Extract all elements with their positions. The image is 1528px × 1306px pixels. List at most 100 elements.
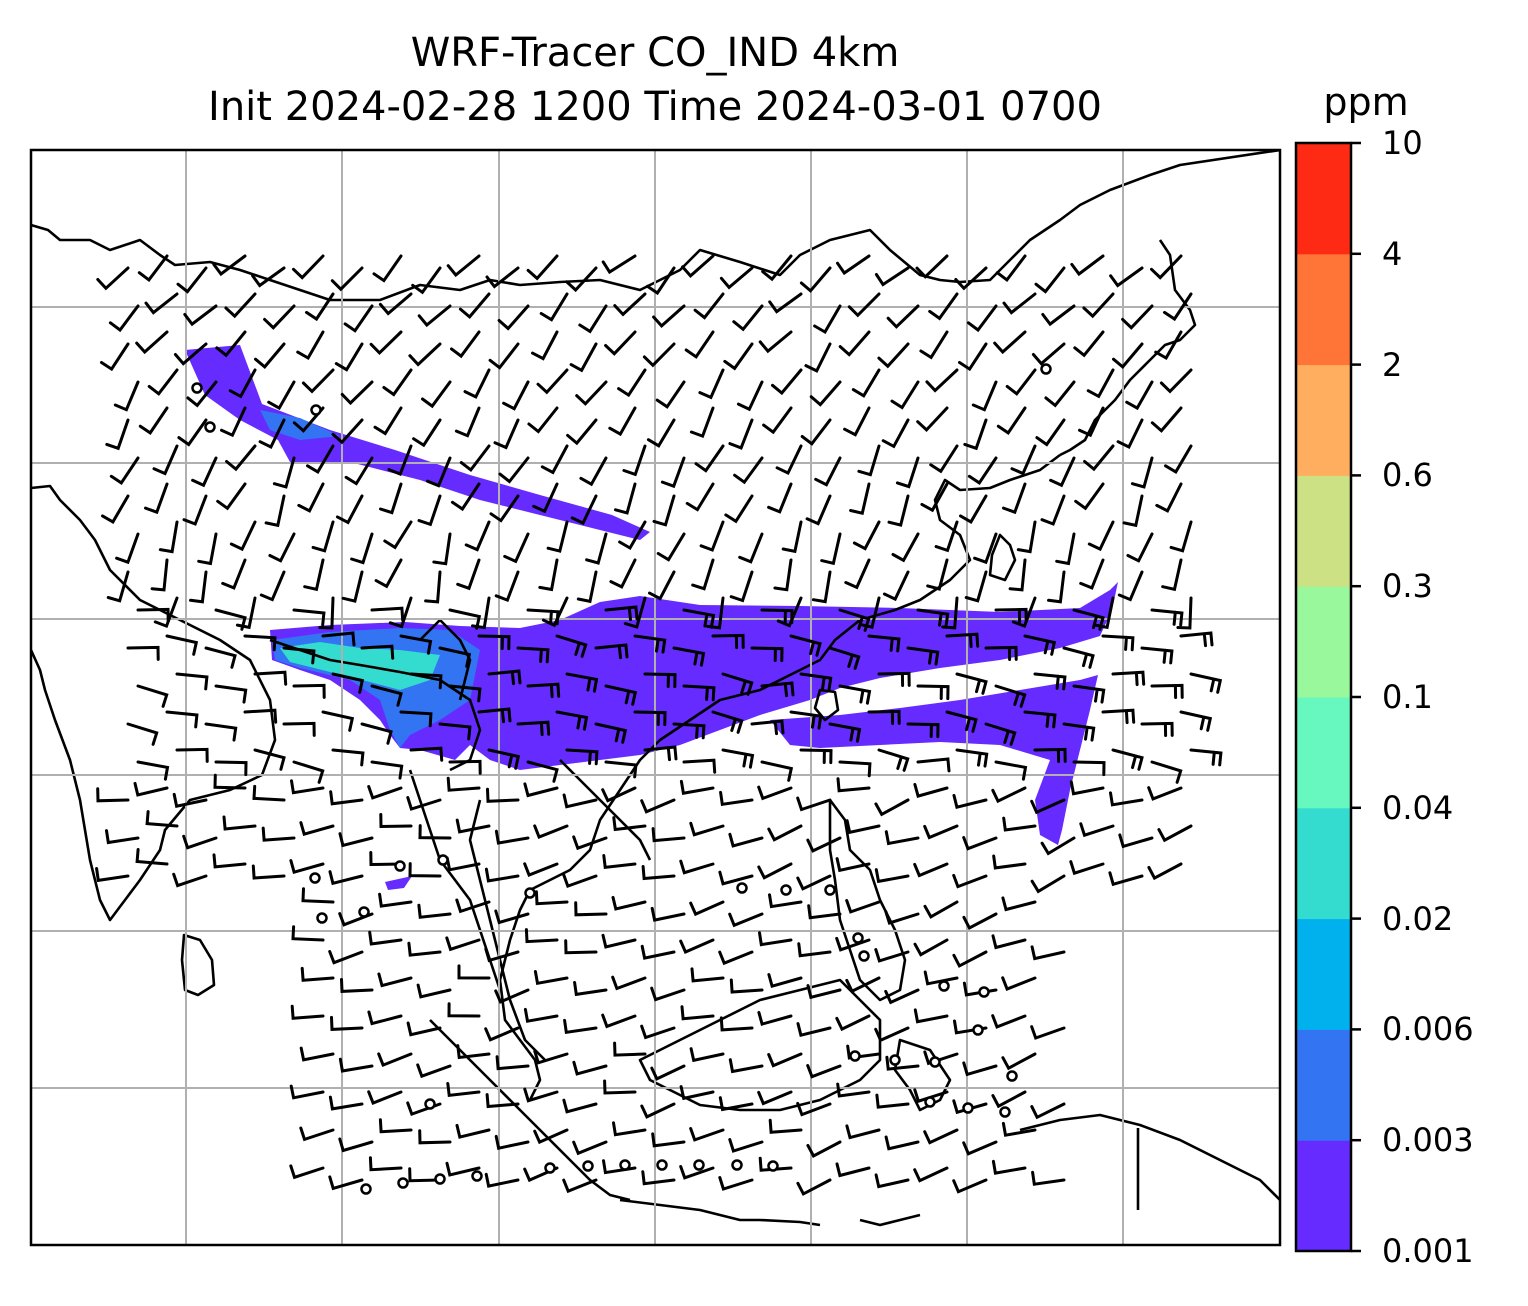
wind-barb	[617, 368, 647, 398]
wind-barb	[251, 266, 286, 288]
wind-calm-circle	[656, 1159, 668, 1171]
border-inland-3	[419, 618, 472, 701]
wind-barb	[144, 292, 179, 315]
wind-barb	[182, 494, 208, 526]
wind-barb	[789, 710, 823, 730]
wind-barb	[486, 787, 520, 803]
wind-barb	[881, 418, 910, 449]
wind-barb	[224, 292, 257, 319]
wind-barb	[811, 570, 832, 604]
wind-barb	[1116, 418, 1144, 450]
wind-barb	[100, 342, 130, 372]
wind-barb	[886, 304, 920, 329]
wind-barb	[564, 939, 598, 955]
wind-barb	[660, 456, 686, 489]
plume-northern-band	[185, 345, 650, 540]
wind-barb	[767, 482, 793, 514]
wind-barb	[136, 607, 170, 623]
wind-barb	[601, 933, 637, 949]
wind-barb	[934, 520, 959, 553]
wind-barb	[852, 520, 881, 551]
wind-barb	[1072, 760, 1106, 777]
wind-barb	[331, 418, 364, 445]
wind-barb	[971, 380, 998, 412]
wind-barb	[213, 773, 247, 790]
wind-barb	[1031, 1170, 1066, 1186]
wind-barb	[445, 936, 481, 952]
wind-barb	[679, 938, 715, 954]
wind-barb	[806, 1064, 842, 1079]
wind-barb	[760, 760, 794, 782]
wind-barb	[884, 910, 920, 925]
wind-barb	[538, 558, 559, 592]
wind-barb	[1189, 748, 1223, 767]
wind-barb	[1001, 1052, 1037, 1071]
wind-barb	[448, 759, 482, 775]
wind-barb	[264, 494, 286, 528]
wind-barb	[96, 787, 130, 803]
wind-barb	[719, 1016, 754, 1032]
wind-barb	[679, 1165, 715, 1180]
wind-barb	[952, 873, 988, 889]
wind-barb	[926, 558, 949, 591]
wind-barb	[952, 1178, 988, 1194]
wind-barb	[416, 1063, 452, 1079]
wind-barb	[604, 330, 637, 356]
wind-barb	[105, 829, 140, 845]
wind-calm-circle	[191, 382, 203, 394]
wind-barb	[214, 684, 248, 704]
wind-barb	[572, 835, 608, 851]
wind-barb	[916, 608, 950, 628]
wind-barb	[147, 368, 179, 396]
wind-barb	[633, 710, 667, 727]
wind-barb	[289, 859, 325, 875]
wind-barb	[463, 368, 491, 399]
wind-barb	[814, 456, 842, 487]
wind-barb	[330, 1015, 364, 1031]
wind-barb	[613, 1041, 647, 1057]
wind-barb	[874, 1173, 910, 1189]
wind-barb	[1008, 558, 1027, 592]
wind-barb	[923, 824, 959, 840]
wind-barb	[306, 444, 335, 474]
wind-barb	[1074, 482, 1105, 511]
wind-barb	[928, 292, 959, 321]
wind-barb	[126, 645, 160, 661]
wind-calm-circle	[394, 860, 406, 872]
wind-barb	[303, 558, 325, 592]
wind-barb	[991, 1090, 1027, 1109]
wind-barb	[497, 304, 530, 331]
wind-barb	[1062, 646, 1095, 669]
wind-barb	[1030, 874, 1066, 894]
wind-barb	[253, 748, 286, 771]
wind-barb	[728, 1138, 764, 1153]
wind-barb	[418, 824, 452, 840]
wind-barb	[885, 1055, 920, 1071]
wind-barb	[962, 1140, 998, 1156]
wind-calm-circle	[397, 1177, 409, 1189]
wind-barb	[235, 596, 257, 630]
colorbar-segment	[1296, 697, 1351, 809]
wind-barb	[424, 570, 442, 604]
wind-barb	[1179, 631, 1214, 648]
wind-barb	[95, 867, 130, 883]
wind-barb	[1011, 596, 1037, 629]
wind-barb	[412, 418, 442, 448]
wind-barb	[799, 672, 833, 692]
map-frame	[29, 148, 1282, 1247]
wind-barb	[806, 1140, 842, 1159]
wind-barb	[378, 292, 413, 316]
wind-barb	[458, 292, 491, 320]
wind-calm-circle	[316, 912, 328, 924]
wind-barb	[350, 532, 374, 565]
wind-calm-circle	[849, 1050, 861, 1062]
wind-barb	[1030, 1102, 1066, 1120]
wind-barb	[301, 368, 335, 394]
colorbar-tick-label: 2	[1382, 345, 1403, 384]
wind-barb	[768, 292, 803, 314]
wind-barb	[672, 722, 706, 740]
coastline-sri-lanka	[180, 933, 216, 997]
wind-barb	[204, 722, 238, 742]
wind-barb	[328, 950, 364, 965]
